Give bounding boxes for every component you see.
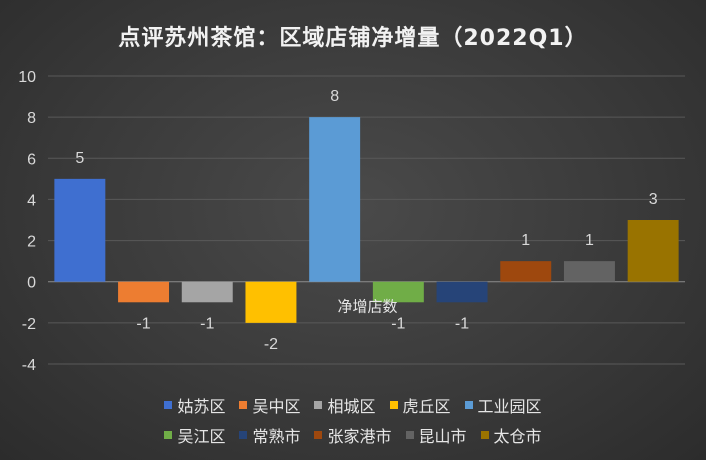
bar-10 <box>627 220 679 282</box>
data-label: 1 <box>585 232 594 249</box>
y-tick-label: 2 <box>27 234 36 251</box>
legend: 姑苏区 吴中区 相城区 虎丘区 工业园区 吴江区 常熟市 张家港市 昆山市 太仓市 <box>0 390 706 450</box>
bar-3 <box>181 281 233 303</box>
legend-swatch <box>164 431 173 439</box>
legend-item: 姑苏区 <box>164 393 225 417</box>
chart-title: 点评苏州茶馆：区域店铺净增量（2022Q1） <box>118 26 588 51</box>
legend-swatch <box>164 401 173 409</box>
bar-9 <box>563 261 615 282</box>
legend-item: 张家港市 <box>314 423 392 447</box>
data-label: 1 <box>521 232 530 249</box>
data-label: 5 <box>75 150 84 167</box>
data-label: -2 <box>264 336 278 353</box>
y-tick-label: 6 <box>27 151 36 168</box>
y-tick-label: -4 <box>22 357 36 374</box>
legend-swatch <box>389 401 398 409</box>
legend-item: 吴江区 <box>164 423 225 447</box>
legend-label: 昆山市 <box>418 427 467 446</box>
data-label: -1 <box>455 315 469 332</box>
legend-label: 吴江区 <box>177 427 226 446</box>
bar-2 <box>118 281 170 303</box>
data-label: 3 <box>649 191 658 208</box>
legend-item: 常熟市 <box>239 423 300 447</box>
data-label: 8 <box>330 88 339 105</box>
legend-label: 常熟市 <box>252 427 301 446</box>
legend-swatch <box>314 401 323 409</box>
legend-label: 吴中区 <box>252 397 301 416</box>
bar-1 <box>54 178 106 282</box>
legend-label: 姑苏区 <box>177 397 226 416</box>
legend-swatch <box>464 401 473 409</box>
data-label: -1 <box>136 315 150 332</box>
legend-swatch <box>239 431 248 439</box>
legend-item: 工业园区 <box>464 393 542 417</box>
y-tick-label: 10 <box>18 69 36 86</box>
y-tick-label: 4 <box>27 192 36 209</box>
bar-7 <box>436 281 488 303</box>
legend-label: 工业园区 <box>477 397 542 416</box>
legend-swatch <box>314 431 323 439</box>
legend-item: 太仓市 <box>480 423 542 447</box>
data-labels: 5 -1 -1 -2 8 -1 -1 1 1 3 <box>75 88 657 353</box>
bar-8 <box>500 261 552 282</box>
legend-swatch <box>480 431 489 439</box>
bars <box>54 117 679 323</box>
data-label: -1 <box>200 315 214 332</box>
series-name-label: 净增店数 <box>337 298 397 316</box>
y-tick-label: 8 <box>27 110 36 127</box>
legend-swatch <box>405 431 414 439</box>
bar-6 <box>372 281 424 303</box>
data-label: -1 <box>391 315 405 332</box>
y-tick-label: 0 <box>27 275 36 292</box>
y-axis-ticks: -4 -2 0 2 4 6 8 10 <box>18 69 36 374</box>
legend-label: 张家港市 <box>327 427 392 446</box>
bar-5 <box>309 117 361 282</box>
bar-4 <box>245 281 297 323</box>
y-tick-label: -2 <box>22 316 36 333</box>
legend-item: 吴中区 <box>239 393 300 417</box>
bar-chart: -4 -2 0 2 4 6 8 10 5 -1 -1 -2 8 -1 -1 1 1 3 净增店数 <box>18 69 685 374</box>
legend-item: 虎丘区 <box>389 393 451 417</box>
legend-item: 相城区 <box>314 393 376 417</box>
legend-label: 相城区 <box>327 397 376 416</box>
legend-label: 虎丘区 <box>402 397 451 416</box>
legend-label: 太仓市 <box>493 427 542 446</box>
legend-item: 昆山市 <box>405 423 467 447</box>
legend-swatch <box>239 401 248 409</box>
